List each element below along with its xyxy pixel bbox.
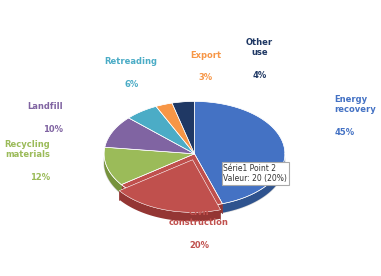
Text: 45%: 45%	[335, 128, 355, 137]
Text: Civil
construction: Civil construction	[169, 208, 229, 227]
Polygon shape	[104, 110, 285, 215]
Polygon shape	[128, 106, 194, 154]
Text: 3%: 3%	[198, 73, 213, 82]
Polygon shape	[156, 103, 194, 154]
Polygon shape	[119, 191, 221, 221]
Polygon shape	[119, 160, 221, 212]
Text: Export: Export	[190, 51, 221, 60]
Text: 12%: 12%	[30, 173, 50, 182]
Polygon shape	[223, 155, 285, 213]
Polygon shape	[172, 101, 194, 154]
Text: Recycling
materials: Recycling materials	[4, 140, 50, 159]
Text: Landfill: Landfill	[28, 102, 63, 111]
Polygon shape	[194, 101, 285, 204]
Text: Série1 Point 2
Valeur: 20 (20%): Série1 Point 2 Valeur: 20 (20%)	[223, 164, 287, 184]
Text: Retreading: Retreading	[105, 57, 158, 66]
Text: 20%: 20%	[189, 241, 209, 250]
Polygon shape	[104, 154, 121, 194]
Text: Energy
recovery: Energy recovery	[335, 95, 376, 114]
Text: 6%: 6%	[124, 80, 138, 89]
Polygon shape	[121, 185, 223, 215]
Polygon shape	[105, 118, 194, 154]
Text: Other
use: Other use	[246, 38, 273, 57]
Text: 4%: 4%	[253, 71, 267, 79]
Polygon shape	[119, 160, 221, 212]
Polygon shape	[121, 154, 223, 206]
Text: 10%: 10%	[43, 125, 63, 134]
Polygon shape	[104, 147, 194, 185]
